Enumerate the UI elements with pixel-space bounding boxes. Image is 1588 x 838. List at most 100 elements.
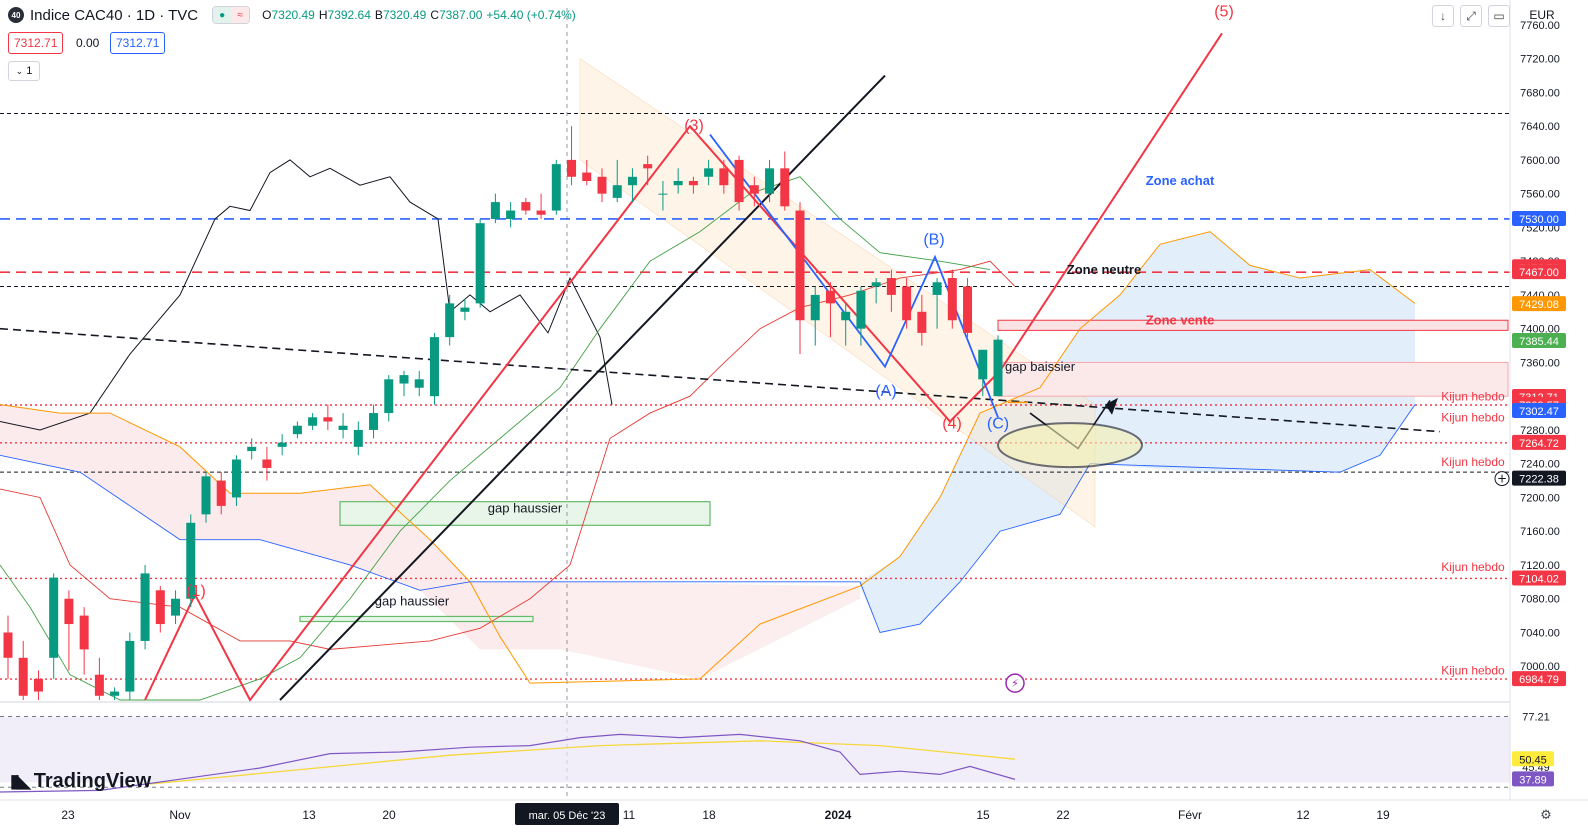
price-tick-label: 7720.00	[1520, 54, 1560, 66]
price-tick-label: 7280.00	[1520, 425, 1560, 437]
time-tick-label: 13	[302, 808, 316, 822]
candle-body	[932, 282, 942, 295]
candle-body	[369, 413, 379, 430]
eye-icon[interactable]: ●	[213, 7, 232, 23]
candle-body	[186, 522, 196, 599]
ohlc-key: O	[262, 8, 272, 22]
price-line-tag	[1512, 264, 1566, 280]
candle-body	[490, 202, 500, 219]
chart-annotation: Zone vente	[1146, 312, 1215, 327]
candle-body	[125, 640, 135, 692]
gap-haussier-box-2	[299, 615, 534, 623]
candle-body	[612, 185, 622, 198]
price-line-tag-label: 7222.38	[1519, 474, 1559, 486]
target-ellipse	[997, 422, 1143, 469]
ohlc-value: 7320.49	[382, 8, 427, 22]
candle-body	[551, 164, 561, 211]
chart-annotation: Kijun hebdo	[1441, 455, 1505, 469]
price-line-tag	[1512, 296, 1566, 312]
alert-icon: ⚡	[1011, 677, 1019, 690]
candle-body	[871, 282, 881, 287]
candle-body	[201, 476, 211, 515]
price-tick-label: 7640.00	[1520, 121, 1560, 133]
ohlc-key: B	[374, 8, 383, 22]
settings-gear-icon: ⚙	[1540, 808, 1552, 823]
currency-selector[interactable]: EUR	[1529, 8, 1555, 22]
chart-annotation: (A)	[875, 383, 896, 400]
time-tick-label: 23	[61, 808, 75, 822]
oscillator-level-label: 77.21	[1522, 711, 1550, 723]
candle-body	[673, 181, 683, 186]
tradingview-logo: ▮◣ TradingView	[10, 770, 151, 793]
download-icon[interactable]: ↓	[1432, 5, 1454, 27]
visibility-toggle[interactable]: ● ≈	[212, 6, 251, 24]
time-tick-label: 15	[976, 808, 990, 822]
price-line-tag	[1512, 402, 1566, 418]
lagging-line	[0, 159, 613, 431]
candle-body	[978, 349, 988, 380]
ohlc-value: 7320.49	[271, 8, 315, 22]
sell-price-box[interactable]: 7312.71	[8, 32, 64, 54]
candle-body	[292, 425, 302, 435]
price-tick-label: 7080.00	[1520, 594, 1560, 606]
time-tick-label: 22	[1056, 808, 1070, 822]
price-line-tag	[1512, 210, 1566, 226]
indicator-toggle[interactable]: ⌄ 1	[8, 61, 40, 81]
compare-icon[interactable]: ≈	[231, 7, 250, 23]
candle-body	[49, 577, 59, 658]
candle-body	[902, 286, 912, 321]
chart-annotation: Kijun hebdo	[1441, 664, 1505, 678]
candle-body	[734, 159, 744, 203]
indicator-count: 1	[26, 65, 33, 77]
price-line-tag-label: 7302.47	[1519, 406, 1559, 418]
oscillator-value-tag	[1512, 751, 1554, 767]
candle-body	[627, 176, 637, 186]
candle-body	[460, 307, 470, 312]
buy-price-box[interactable]: 7312.71	[110, 32, 166, 54]
candle-body	[856, 290, 866, 329]
candle-body	[277, 442, 287, 447]
price-line-tag-label: 7104.02	[1519, 573, 1559, 585]
tradingview-mark-icon: ▮◣	[10, 771, 31, 791]
ohlc-values: O7320.49 H7392.64 B7320.49 C7387.00 +54.40 (…	[262, 8, 580, 22]
time-tick-label: 12	[1296, 808, 1310, 822]
candle-body	[79, 615, 89, 650]
chart-annotation: gap baissier	[1005, 359, 1076, 374]
candle-body	[536, 210, 546, 215]
price-line-tag	[1512, 671, 1566, 687]
candle-body	[323, 417, 333, 422]
price-tick-label: 7000.00	[1520, 661, 1560, 673]
candle-body	[780, 168, 790, 207]
candle-body	[719, 168, 729, 186]
chart-annotation: (3)	[684, 117, 704, 134]
chart-annotation: (C)	[987, 415, 1009, 432]
candle-body	[18, 657, 28, 696]
chart-title[interactable]: Indice CAC40 · 1D · TVC	[30, 6, 199, 24]
candle-body	[688, 181, 698, 186]
plus-icon: +	[1497, 472, 1507, 486]
candle-body	[110, 691, 120, 696]
cloud-bearish	[0, 404, 560, 650]
candle-body	[917, 311, 927, 333]
candle-body	[521, 202, 531, 211]
cloud-bearish-2	[560, 581, 860, 679]
ohlc-value: +54.40 (+0.74%)	[486, 8, 576, 22]
crosshair-date-label: mar. 05 Déc '23	[529, 810, 606, 822]
snapshot-icon[interactable]: ▭	[1488, 5, 1510, 27]
candle-body	[475, 223, 485, 304]
candle-body	[140, 573, 150, 641]
ohlc-value: 7392.64	[327, 8, 371, 22]
price-line-tag	[1512, 570, 1566, 586]
candle-body	[262, 459, 272, 468]
chart-annotation: (5)	[1214, 3, 1234, 20]
arrow-head	[1105, 397, 1118, 415]
time-tick-label: 11	[623, 808, 636, 822]
fullscreen-icon[interactable]: ⤢	[1460, 5, 1482, 27]
candle-body	[749, 185, 759, 194]
tenkan-line	[0, 176, 991, 701]
span-a-line	[0, 231, 1416, 684]
oscillator-main-line	[0, 733, 1016, 793]
candle-body	[64, 598, 74, 625]
oscillator-value-label: 50.45	[1519, 754, 1547, 766]
